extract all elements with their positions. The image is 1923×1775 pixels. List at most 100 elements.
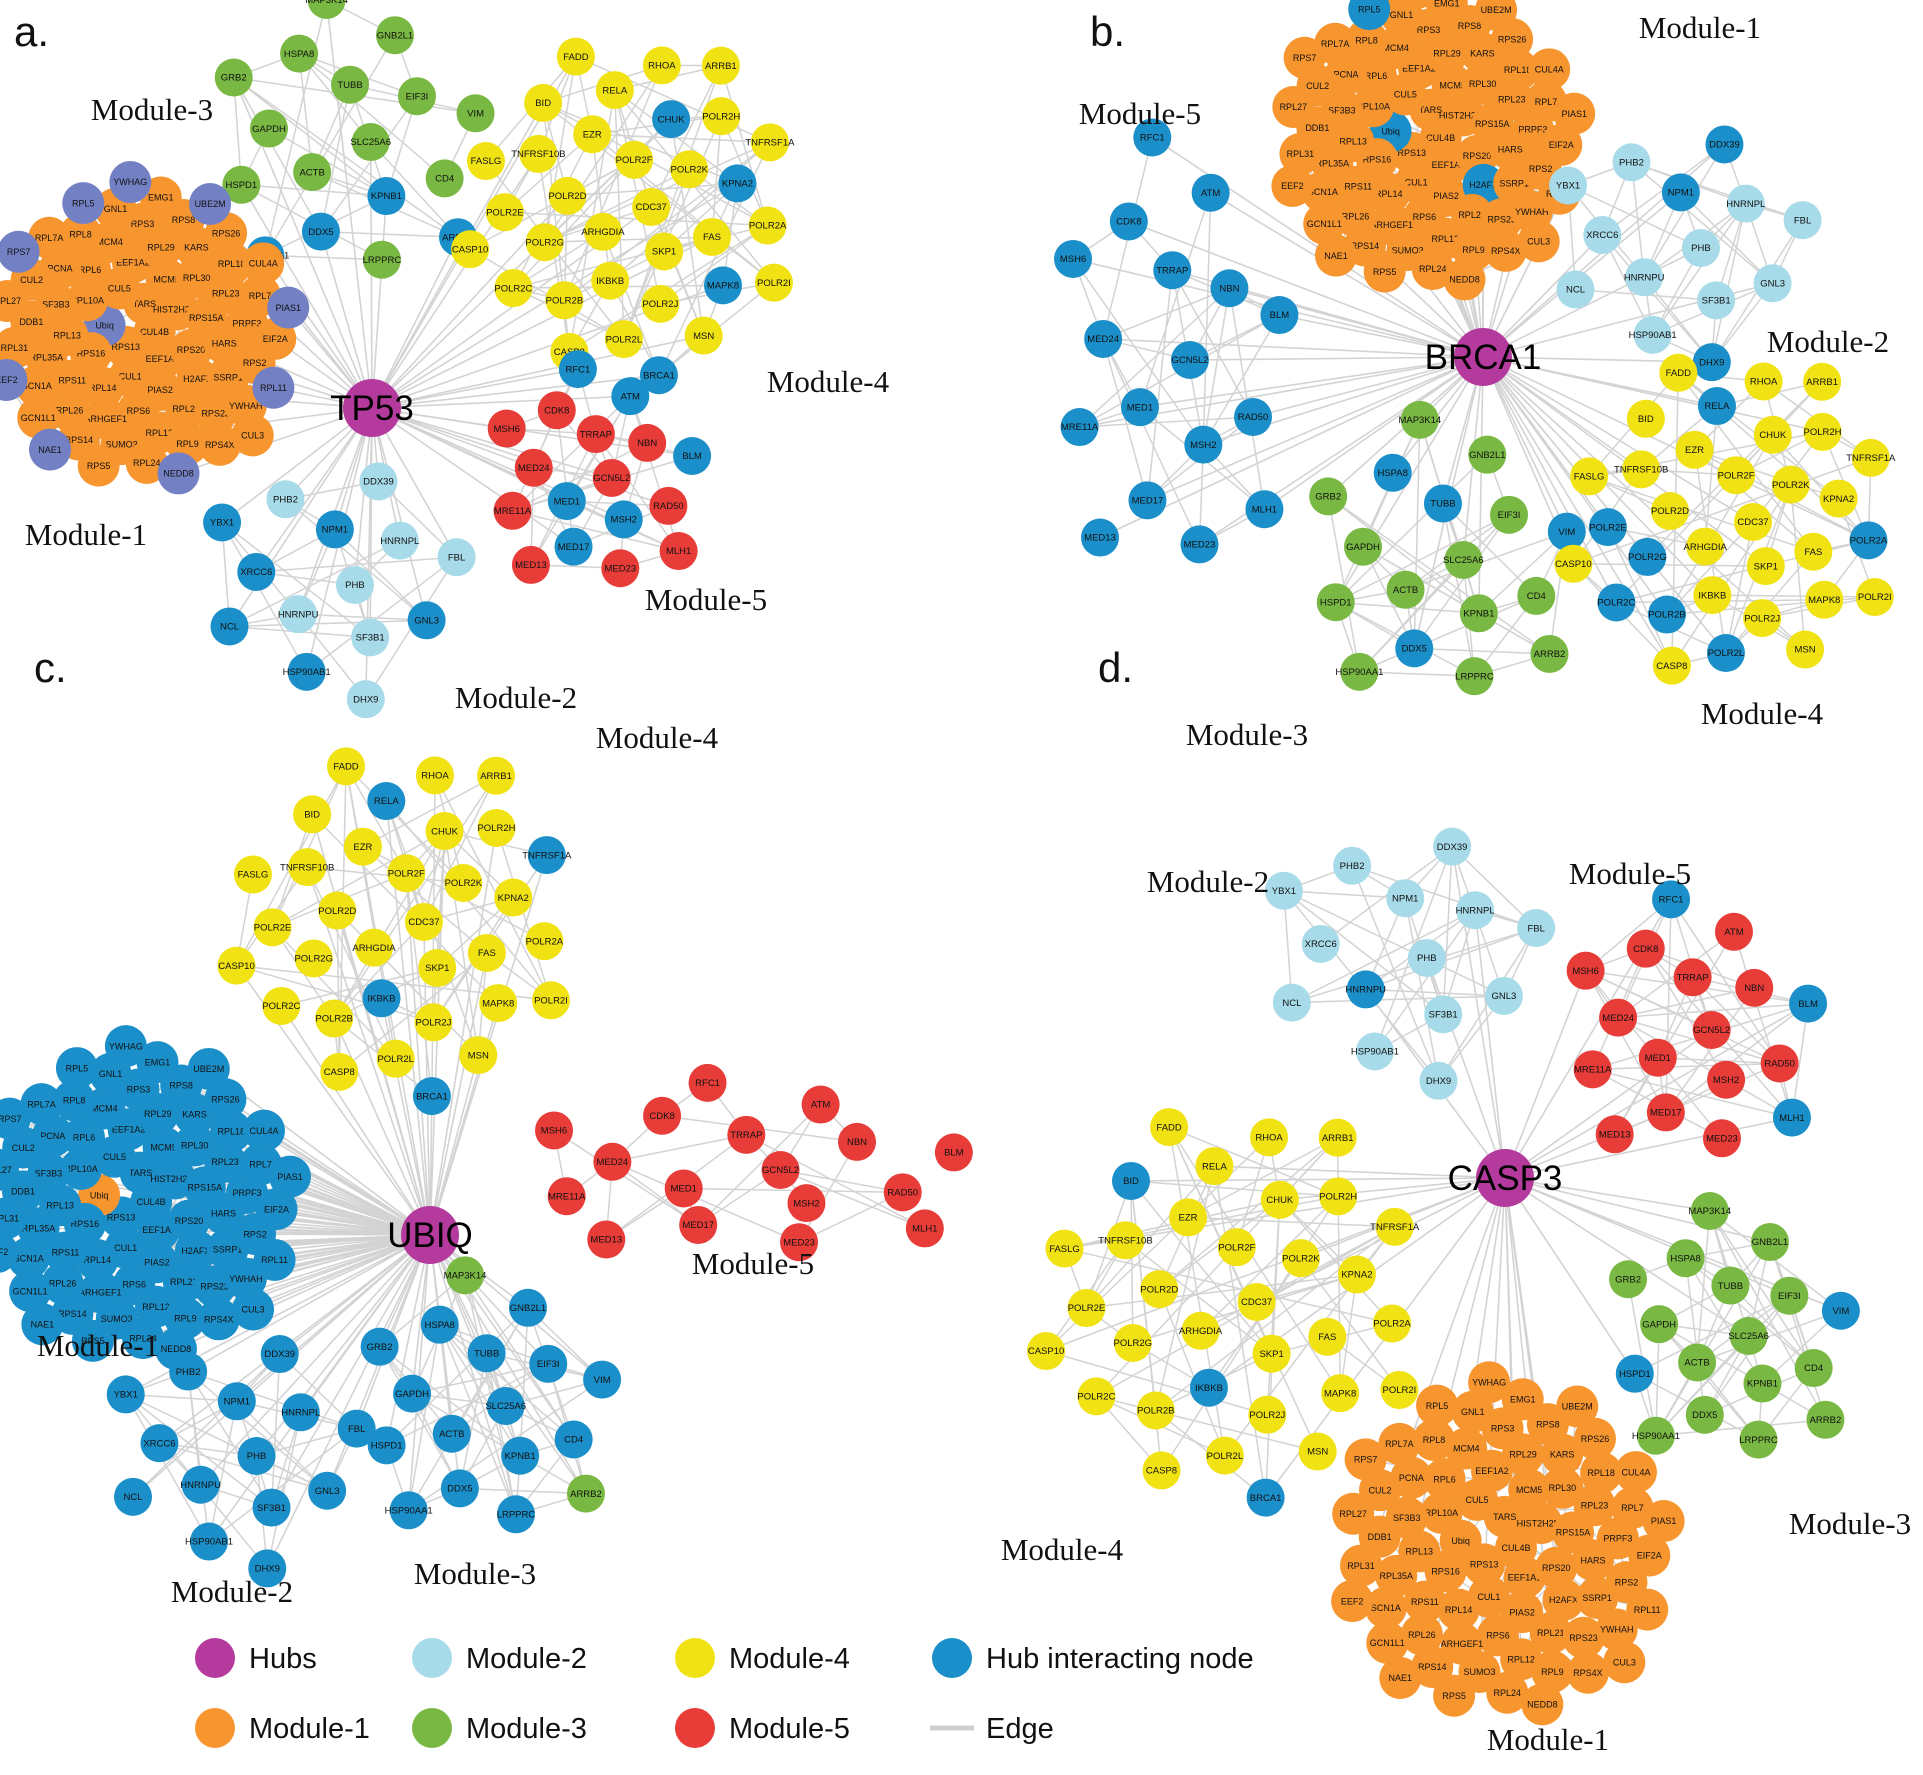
node-BID[interactable] <box>1112 1161 1151 1200</box>
node-GCN1L1[interactable] <box>17 396 60 439</box>
node-XRCC6[interactable] <box>1301 924 1340 963</box>
node-RPL27[interactable] <box>0 1148 20 1191</box>
node-FBL[interactable] <box>1517 909 1556 948</box>
node-POLR2J[interactable] <box>414 1003 453 1042</box>
node-RPL8[interactable] <box>59 213 102 256</box>
node-HNRNPU[interactable] <box>1625 258 1664 297</box>
node-MRE11A[interactable] <box>493 491 532 530</box>
node-RPL5[interactable] <box>1348 0 1391 31</box>
node-MSH2[interactable] <box>1184 425 1223 464</box>
node-TUBB[interactable] <box>1711 1266 1750 1305</box>
node-MCM5[interactable] <box>1508 1468 1551 1511</box>
node-GRB2[interactable] <box>1609 1260 1648 1299</box>
node-NPM1[interactable] <box>1386 879 1425 918</box>
node-EEF2[interactable] <box>1271 165 1314 208</box>
node-GNL1[interactable] <box>1380 0 1423 36</box>
node-SKP1[interactable] <box>1252 1334 1291 1373</box>
node-ARRB2[interactable] <box>1530 634 1569 673</box>
node-POLR2F[interactable] <box>387 854 426 893</box>
node-EZR[interactable] <box>343 827 382 866</box>
node-TUBB[interactable] <box>331 65 370 104</box>
node-RPL14[interactable] <box>1437 1588 1480 1631</box>
node-ARHGDIA[interactable] <box>583 212 622 251</box>
node-NAE1[interactable] <box>1379 1657 1422 1700</box>
node-FASLG[interactable] <box>233 855 272 894</box>
node-ACTB[interactable] <box>1386 570 1425 609</box>
node-CUL4A[interactable] <box>242 242 285 285</box>
node-TRRAP[interactable] <box>1153 251 1192 290</box>
node-MLH1[interactable] <box>1772 1098 1811 1137</box>
node-HNRNPU[interactable] <box>181 1465 220 1504</box>
node-DDX39[interactable] <box>1433 827 1472 866</box>
node-CDC37[interactable] <box>632 188 671 226</box>
node-KPNA2[interactable] <box>1337 1255 1376 1294</box>
node-GAPDH[interactable] <box>250 109 289 148</box>
node-HNRNPL[interactable] <box>380 521 419 560</box>
node-MED24[interactable] <box>1599 998 1638 1037</box>
node-POLR2L[interactable] <box>604 320 643 359</box>
node-POLR2G[interactable] <box>1113 1323 1152 1362</box>
node-HIST2H2BE[interactable] <box>1520 1502 1563 1545</box>
node-MED23[interactable] <box>1702 1119 1741 1158</box>
node-PHB2[interactable] <box>169 1352 208 1391</box>
node-NPM1[interactable] <box>1661 173 1700 212</box>
node-NEDD8[interactable] <box>1521 1683 1564 1726</box>
node-GCN5L2[interactable] <box>1692 1011 1731 1049</box>
node-LRPPRC[interactable] <box>1739 1420 1778 1459</box>
node-HSP90AB1[interactable] <box>1355 1032 1394 1071</box>
node-POLR2A[interactable] <box>1372 1304 1411 1343</box>
node-RPS14[interactable] <box>1411 1645 1454 1688</box>
node-HSPA8[interactable] <box>1373 453 1412 492</box>
node-MSH6[interactable] <box>1054 239 1093 278</box>
node-TNFRSF10B[interactable] <box>1622 450 1661 489</box>
node-EIF3I[interactable] <box>1770 1276 1809 1315</box>
node-CD4[interactable] <box>1794 1349 1833 1388</box>
node-SKP1[interactable] <box>645 232 684 271</box>
node-BLM[interactable] <box>934 1133 973 1172</box>
node-DDX39[interactable] <box>359 462 398 501</box>
node-MED24[interactable] <box>1084 319 1123 358</box>
node-TUBB[interactable] <box>1423 484 1462 523</box>
node-GNB2L1[interactable] <box>375 16 414 55</box>
node-GCN1L1[interactable] <box>9 1270 52 1313</box>
node-ACTB[interactable] <box>1678 1343 1717 1382</box>
node-PHB2[interactable] <box>1612 143 1651 182</box>
node-PHB[interactable] <box>1681 229 1720 267</box>
node-PIAS1[interactable] <box>1553 92 1596 135</box>
node-SKP1[interactable] <box>1746 547 1785 586</box>
node-POLR2G[interactable] <box>525 223 564 262</box>
node-PHB2[interactable] <box>266 480 305 519</box>
node-MED17[interactable] <box>1646 1093 1685 1132</box>
node-FADD[interactable] <box>1150 1108 1189 1147</box>
node-MAP3K14[interactable] <box>1690 1192 1729 1231</box>
node-MED24[interactable] <box>593 1142 632 1181</box>
node-HNRNPU[interactable] <box>279 595 318 634</box>
node-CUL3[interactable] <box>231 414 274 457</box>
node-RPL10A[interactable] <box>1352 85 1395 128</box>
node-NBN[interactable] <box>1735 968 1774 1007</box>
node-GNL3[interactable] <box>1484 976 1523 1015</box>
node-ARRB1[interactable] <box>1318 1118 1357 1157</box>
node-SLC25A6[interactable] <box>351 123 390 161</box>
node-FAS[interactable] <box>1308 1317 1347 1356</box>
node-POLR2I[interactable] <box>1380 1370 1419 1409</box>
node-RPS7[interactable] <box>0 230 40 273</box>
node-TRRAP[interactable] <box>1673 958 1712 997</box>
node-RPL8[interactable] <box>1413 1419 1456 1462</box>
node-CDK8[interactable] <box>643 1096 682 1135</box>
node-CHUK[interactable] <box>1260 1180 1299 1219</box>
node-IKBKB[interactable] <box>1693 576 1732 615</box>
node-RPL27[interactable] <box>1272 86 1315 129</box>
node-HSP90AB1[interactable] <box>287 652 326 691</box>
node-HSPA8[interactable] <box>280 34 319 73</box>
node-GAPDH[interactable] <box>393 1374 432 1413</box>
node-RHOA[interactable] <box>642 46 681 85</box>
node-PIAS1[interactable] <box>267 286 310 329</box>
node-RPS11[interactable] <box>1403 1580 1446 1623</box>
node-POLR2F[interactable] <box>615 140 654 179</box>
node-RPS7[interactable] <box>1344 1438 1387 1481</box>
node-RAD50[interactable] <box>1234 398 1273 437</box>
node-KPNA2[interactable] <box>494 878 533 917</box>
node-TNFRSF10B[interactable] <box>288 848 327 887</box>
node-POLR2C[interactable] <box>1077 1377 1116 1416</box>
